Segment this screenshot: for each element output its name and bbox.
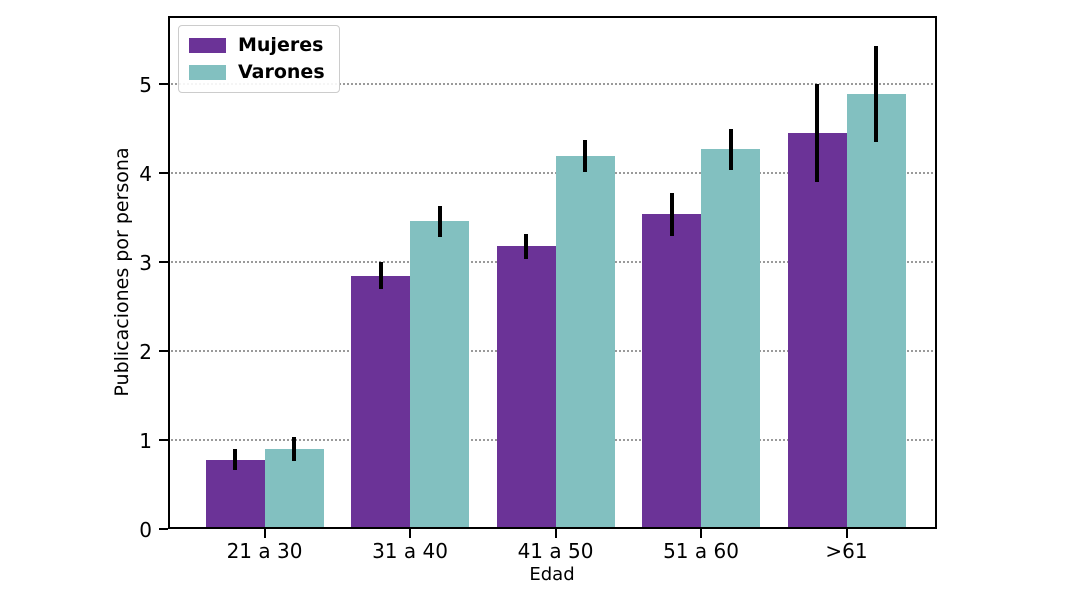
x-tick-mark xyxy=(263,529,266,538)
gridline-y4 xyxy=(168,172,937,175)
legend-item-mujeres: Mujeres xyxy=(189,35,325,56)
bar-mujeres-4 xyxy=(787,133,847,529)
legend-swatch-varones xyxy=(189,64,226,80)
bar-mujeres-1 xyxy=(351,275,410,529)
legend: Mujeres Varones xyxy=(178,25,340,93)
x-tick-mark xyxy=(700,529,702,538)
legend-swatch-mujeres xyxy=(189,37,226,53)
bar-varones-3 xyxy=(701,149,760,529)
error-bar-mujeres-4 xyxy=(815,84,819,183)
bar-varones-0 xyxy=(264,448,324,529)
bar-varones-1 xyxy=(410,221,469,529)
bar-mujeres-2 xyxy=(496,246,556,529)
y-tick-mark xyxy=(159,172,168,175)
y-tick-label: 1 xyxy=(139,429,152,454)
x-tick-mark xyxy=(409,529,411,538)
error-bar-mujeres-1 xyxy=(378,262,383,289)
y-tick-label: 5 xyxy=(139,73,152,98)
error-bar-varones-2 xyxy=(583,139,587,172)
x-tick-label: 31 a 40 xyxy=(372,539,448,563)
error-bar-mujeres-2 xyxy=(524,233,528,259)
y-tick-label: 0 xyxy=(139,518,152,542)
bar-mujeres-3 xyxy=(642,214,701,529)
x-tick-label: 41 a 50 xyxy=(517,539,594,563)
legend-label: Varones xyxy=(238,60,325,83)
x-tick-mark xyxy=(845,529,848,538)
error-bar-varones-1 xyxy=(437,206,442,237)
x-axis-label: Edad xyxy=(529,564,575,585)
y-tick-mark xyxy=(159,439,168,442)
y-axis-label: Publicaciones por persona xyxy=(111,147,133,397)
y-tick-mark xyxy=(159,350,168,353)
x-tick-label: >61 xyxy=(825,539,868,563)
error-bar-varones-3 xyxy=(728,128,733,170)
gridline-y5 xyxy=(168,83,937,86)
error-bar-mujeres-0 xyxy=(233,449,237,471)
bar-mujeres-0 xyxy=(205,459,265,529)
x-tick-label: 21 a 30 xyxy=(226,539,303,563)
plot-area: Mujeres Varones xyxy=(168,16,937,529)
y-tick-label: 2 xyxy=(139,340,152,365)
bar-varones-4 xyxy=(846,94,906,529)
bar-varones-2 xyxy=(555,155,615,529)
y-tick-mark xyxy=(159,83,168,86)
x-tick-mark xyxy=(554,529,557,538)
error-bar-varones-0 xyxy=(292,437,296,461)
y-tick-label: 3 xyxy=(139,251,152,276)
x-tick-label: 51 a 60 xyxy=(663,539,739,563)
error-bar-varones-4 xyxy=(874,46,878,143)
error-bar-mujeres-3 xyxy=(669,192,674,236)
legend-label: Mujeres xyxy=(238,34,324,56)
y-tick-label: 4 xyxy=(139,162,152,187)
y-tick-mark xyxy=(159,528,168,530)
y-tick-mark xyxy=(159,261,168,264)
legend-item-varones: Varones xyxy=(189,60,325,83)
